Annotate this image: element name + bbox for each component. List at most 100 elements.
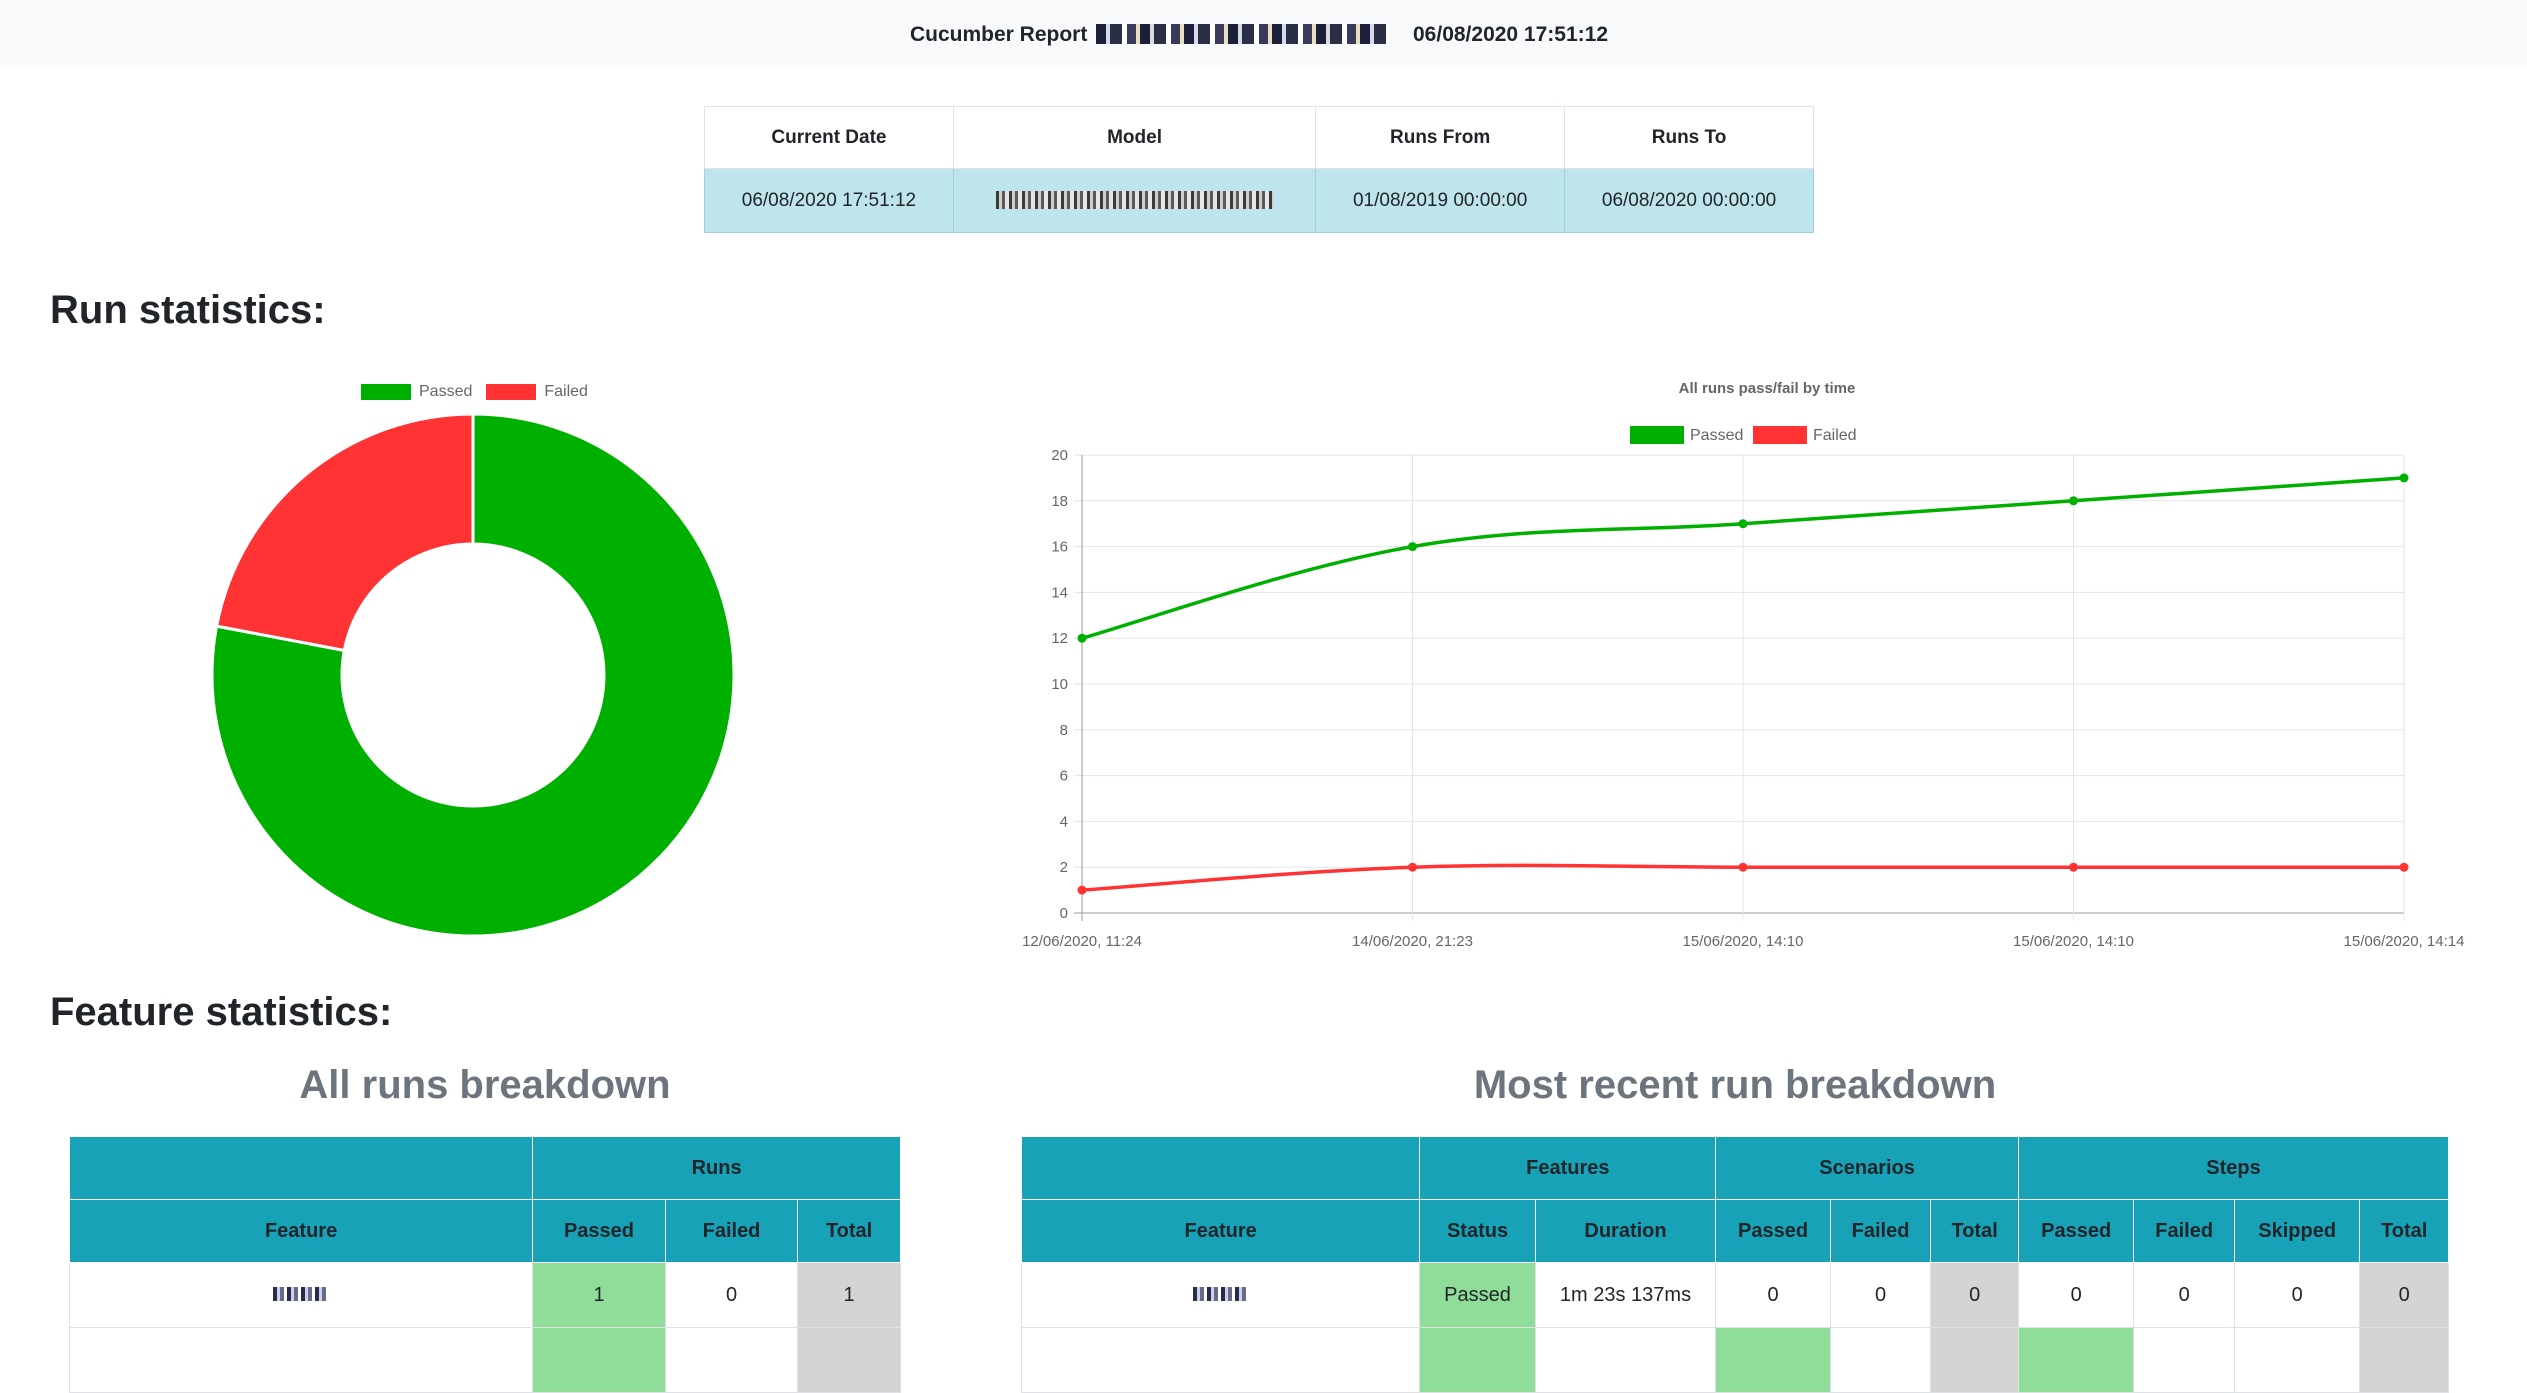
info-header-model: Model (952, 106, 1317, 169)
redacted-model-name (995, 191, 1274, 210)
group-header-steps: Steps (2017, 1136, 2450, 1200)
redacted-project-name (1096, 24, 1389, 44)
runs-total-cell: 1 (797, 1262, 901, 1328)
data-point-failed[interactable] (1408, 862, 1417, 872)
steps-total-cell: 0 (2359, 1262, 2449, 1328)
col-steps-skipped[interactable]: Skipped (2233, 1199, 2361, 1263)
y-tick-label: 4 (1060, 813, 1068, 830)
y-tick-label: 8 (1060, 722, 1068, 739)
legend-failed-label[interactable]: Failed (1813, 427, 1857, 444)
col-scenarios-total[interactable]: Total (1930, 1199, 2019, 1263)
y-tick-label: 20 (1051, 447, 1068, 464)
x-tick-label: 15/06/2020, 14:10 (1683, 933, 1804, 950)
legend-label-failed: Failed (544, 383, 588, 400)
table-row (68, 1327, 901, 1393)
steps-failed-cell: 0 (2133, 1262, 2235, 1328)
table-row: 1 0 1 (68, 1262, 901, 1328)
line-chart: All runs pass/fail by time Passed Failed… (1022, 380, 2465, 950)
runs-passed-cell (532, 1327, 666, 1393)
steps-total-cell (2359, 1327, 2449, 1393)
col-feature[interactable]: Feature (1020, 1199, 1421, 1263)
all-runs-blank-header (68, 1136, 534, 1200)
col-steps-failed[interactable]: Failed (2133, 1199, 2235, 1263)
y-tick-label: 14 (1051, 584, 1068, 601)
scenarios-failed-cell: 0 (1829, 1262, 1932, 1328)
x-tick-label: 15/06/2020, 14:14 (2344, 933, 2465, 950)
feature-name-cell[interactable] (1020, 1262, 1421, 1328)
info-runs-to: 06/08/2020 00:00:00 (1564, 168, 1814, 233)
x-tick-label: 15/06/2020, 14:10 (2013, 933, 2134, 950)
report-info-table: Current Date Model Runs From Runs To 06/… (704, 106, 1814, 233)
col-status[interactable]: Status (1419, 1199, 1536, 1263)
data-point-passed[interactable] (1738, 519, 1748, 529)
duration-cell (1534, 1327, 1717, 1393)
data-point-passed[interactable] (2069, 496, 2078, 506)
doughnut-slice-failed[interactable] (214, 412, 475, 653)
line-chart-title: All runs pass/fail by time (1679, 380, 1856, 397)
y-tick-label: 18 (1051, 493, 1068, 510)
info-row: 06/08/2020 17:51:12 01/08/2019 00:00:00 … (704, 168, 1814, 233)
legend-item-failed[interactable]: Failed (486, 383, 588, 401)
legend-failed-swatch (1753, 426, 1807, 444)
passed-swatch (361, 384, 411, 400)
all-runs-table: Runs Feature Passed Failed Total 1 0 1 (68, 1136, 901, 1393)
info-header-runs-from: Runs From (1315, 106, 1566, 169)
y-tick-label: 2 (1060, 859, 1068, 876)
all-runs-title: All runs breakdown (299, 1063, 671, 1107)
data-point-failed[interactable] (2069, 862, 2078, 872)
data-point-failed[interactable] (1738, 862, 1748, 872)
runs-passed-cell: 1 (532, 1262, 666, 1328)
feature-name-cell[interactable] (68, 1262, 534, 1328)
steps-passed-cell: 0 (2017, 1262, 2135, 1328)
duration-cell: 1m 23s 137ms (1534, 1262, 1717, 1328)
scenarios-total-cell (1930, 1327, 2019, 1393)
col-scenarios-passed[interactable]: Passed (1715, 1199, 1831, 1263)
feature-statistics-heading: Feature statistics: (50, 990, 393, 1034)
report-title: Cucumber Report (910, 23, 1088, 46)
col-duration[interactable]: Duration (1534, 1199, 1717, 1263)
col-passed[interactable]: Passed (532, 1199, 666, 1263)
steps-failed-cell (2133, 1327, 2235, 1393)
data-point-passed[interactable] (1408, 542, 1417, 552)
info-model (952, 168, 1317, 233)
scenarios-passed-cell: 0 (1715, 1262, 1831, 1328)
steps-skipped-cell (2233, 1327, 2361, 1393)
data-point-passed[interactable] (2399, 473, 2409, 483)
recent-blank-header (1020, 1136, 1421, 1200)
data-point-failed[interactable] (2399, 862, 2409, 872)
info-current-date: 06/08/2020 17:51:12 (704, 168, 954, 233)
run-statistics-heading: Run statistics: (50, 288, 326, 332)
table-row (1020, 1327, 2449, 1393)
report-timestamp: 06/08/2020 17:51:12 (1413, 23, 1608, 46)
status-cell (1419, 1327, 1536, 1393)
data-point-failed[interactable] (1077, 885, 1087, 895)
group-header-features: Features (1419, 1136, 1717, 1200)
col-steps-total[interactable]: Total (2359, 1199, 2449, 1263)
report-header: Cucumber Report 06/08/2020 17:51:12 (0, 0, 2527, 67)
col-total[interactable]: Total (797, 1199, 901, 1263)
legend-passed-swatch (1630, 426, 1684, 444)
data-point-passed[interactable] (1077, 633, 1087, 643)
doughnut-slice-passed[interactable] (210, 412, 736, 938)
x-tick-label: 14/06/2020, 21:23 (1352, 933, 1473, 950)
runs-failed-cell: 0 (664, 1262, 799, 1328)
col-steps-passed[interactable]: Passed (2017, 1199, 2135, 1263)
col-failed[interactable]: Failed (664, 1199, 799, 1263)
steps-passed-cell (2017, 1327, 2135, 1393)
failed-swatch (486, 384, 537, 400)
feature-name-cell (1020, 1327, 1421, 1393)
table-row: Passed 1m 23s 137ms 0 0 0 0 0 0 0 (1020, 1262, 2449, 1328)
info-runs-from: 01/08/2019 00:00:00 (1315, 168, 1566, 233)
scenarios-total-cell: 0 (1930, 1262, 2019, 1328)
status-cell: Passed (1419, 1262, 1536, 1328)
y-tick-label: 10 (1051, 676, 1068, 693)
col-feature[interactable]: Feature (68, 1199, 534, 1263)
col-scenarios-failed[interactable]: Failed (1829, 1199, 1932, 1263)
legend-label-passed: Passed (419, 383, 473, 400)
recent-run-title: Most recent run breakdown (1473, 1063, 1997, 1107)
legend-passed-label[interactable]: Passed (1690, 427, 1743, 444)
x-tick-label: 12/06/2020, 11:24 (1022, 933, 1142, 950)
recent-run-table: Features Scenarios Steps Feature Status … (1020, 1136, 2450, 1393)
feature-name-cell (68, 1327, 534, 1393)
legend-item-passed[interactable]: Passed (361, 383, 472, 401)
